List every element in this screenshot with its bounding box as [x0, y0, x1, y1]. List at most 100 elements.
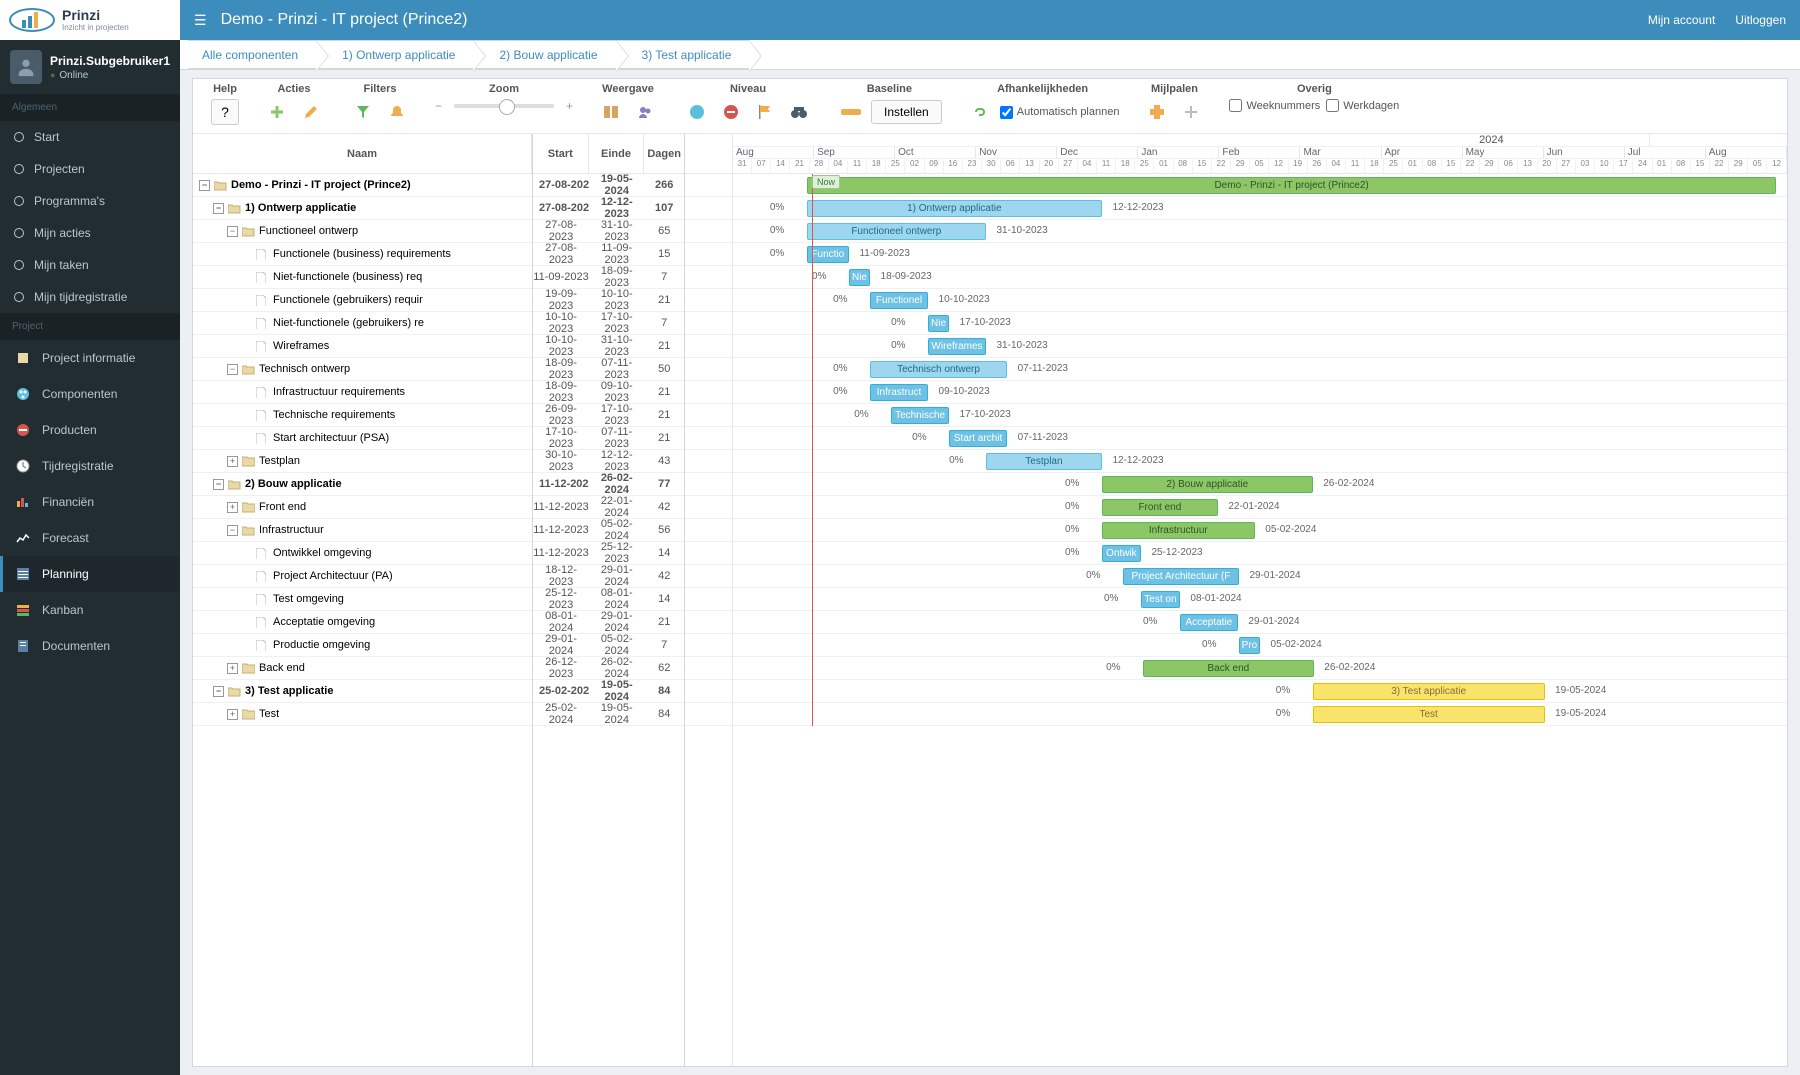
task-row[interactable]: −1) Ontwerp applicatie [193, 197, 532, 220]
expander-icon[interactable]: − [227, 364, 238, 375]
gantt-bar[interactable]: Functionel [870, 292, 928, 309]
filter-icon[interactable] [349, 99, 377, 125]
gantt-bar[interactable]: Test on [1141, 591, 1180, 608]
baseline-bar-icon[interactable] [837, 99, 865, 125]
task-row[interactable]: Ontwikkel omgeving [193, 542, 532, 565]
gantt-bar[interactable]: Test [1313, 706, 1545, 723]
gantt-bar[interactable]: 3) Test applicatie [1313, 683, 1545, 700]
task-row[interactable]: Acceptatie omgeving [193, 611, 532, 634]
baseline-instellen-button[interactable]: Instellen [871, 100, 942, 124]
gantt-bar[interactable]: Functio [807, 246, 849, 263]
level-binoculars-icon[interactable] [785, 99, 813, 125]
phase-tab[interactable]: 1) Ontwerp applicatie [316, 40, 473, 69]
milestone-add-icon[interactable] [1177, 99, 1205, 125]
gantt-bar[interactable]: Technisch ontwerp [870, 361, 1007, 378]
task-row[interactable]: Functionele (gebruikers) requir [193, 289, 532, 312]
task-row[interactable]: −Functioneel ontwerp [193, 220, 532, 243]
expander-icon[interactable]: + [227, 502, 238, 513]
nav-item[interactable]: Mijn tijdregistratie [0, 281, 180, 313]
nav-item[interactable]: Financiën [0, 484, 180, 520]
task-row[interactable]: Wireframes [193, 335, 532, 358]
nav-item[interactable]: Documenten [0, 628, 180, 664]
gantt-bar[interactable]: Demo - Prinzi - IT project (Prince2) [807, 177, 1777, 194]
gantt-bar[interactable]: Front end [1102, 499, 1218, 516]
nav-item[interactable]: Kanban [0, 592, 180, 628]
expander-icon[interactable]: − [213, 686, 224, 697]
nav-item[interactable]: Projecten [0, 153, 180, 185]
gantt-bar[interactable]: Ontwik [1102, 545, 1141, 562]
gantt-bar[interactable]: Back end [1143, 660, 1314, 677]
view-people-icon[interactable] [631, 99, 659, 125]
task-row[interactable]: −3) Test applicatie [193, 680, 532, 703]
gantt-bar[interactable]: Project Architectuur (F [1123, 568, 1239, 585]
gantt-bar[interactable]: Acceptatie [1180, 614, 1238, 631]
nav-item[interactable]: Componenten [0, 376, 180, 412]
gantt-bar[interactable]: Pro [1239, 637, 1260, 654]
add-icon[interactable] [263, 99, 291, 125]
level-flag-icon[interactable] [751, 99, 779, 125]
task-row[interactable]: Start architectuur (PSA) [193, 427, 532, 450]
nav-item[interactable]: Mijn taken [0, 249, 180, 281]
milestone-icon[interactable] [1143, 99, 1171, 125]
werkdagen-checkbox[interactable]: Werkdagen [1326, 99, 1399, 112]
nav-item[interactable]: Producten [0, 412, 180, 448]
gantt-timeline[interactable]: 2024 AugSepOctNovDecJanFebMarAprMayJunJu… [733, 134, 1787, 1066]
gantt-bar[interactable]: Testplan [986, 453, 1102, 470]
nav-item[interactable]: Start [0, 121, 180, 153]
gantt-bar[interactable]: 2) Bouw applicatie [1102, 476, 1313, 493]
nav-item[interactable]: Tijdregistratie [0, 448, 180, 484]
help-button[interactable]: ? [211, 99, 239, 125]
weeknummers-checkbox[interactable]: Weeknummers [1229, 99, 1320, 112]
task-row[interactable]: −Demo - Prinzi - IT project (Prince2) [193, 174, 532, 197]
task-row[interactable]: Niet-functionele (gebruikers) re [193, 312, 532, 335]
nav-item[interactable]: Forecast [0, 520, 180, 556]
expander-icon[interactable]: − [213, 203, 224, 214]
gantt-bar[interactable]: Start archit [949, 430, 1007, 447]
task-row[interactable]: +Testplan [193, 450, 532, 473]
gantt-bar[interactable]: Functioneel ontwerp [807, 223, 986, 240]
zoom-slider[interactable] [454, 104, 554, 108]
task-row[interactable]: Test omgeving [193, 588, 532, 611]
task-row[interactable]: Niet-functionele (business) req [193, 266, 532, 289]
expander-icon[interactable]: + [227, 456, 238, 467]
level-stop-icon[interactable] [717, 99, 745, 125]
task-row[interactable]: Productie omgeving [193, 634, 532, 657]
account-link[interactable]: Mijn account [1648, 13, 1715, 27]
expander-icon[interactable]: − [199, 180, 210, 191]
link-icon[interactable] [966, 99, 994, 125]
nav-item[interactable]: Planning [0, 556, 180, 592]
task-row[interactable]: Infrastructuur requirements [193, 381, 532, 404]
auto-plan-checkbox[interactable]: Automatisch plannen [1000, 106, 1120, 119]
task-row[interactable]: +Back end [193, 657, 532, 680]
expander-icon[interactable]: + [227, 663, 238, 674]
expander-icon[interactable]: − [227, 525, 238, 536]
logout-link[interactable]: Uitloggen [1735, 13, 1786, 27]
edit-icon[interactable] [297, 99, 325, 125]
phase-tab[interactable]: 3) Test applicatie [616, 40, 750, 69]
task-row[interactable]: Technische requirements [193, 404, 532, 427]
task-row[interactable]: +Front end [193, 496, 532, 519]
gantt-bar[interactable]: Wireframes [928, 338, 986, 355]
task-row[interactable]: Functionele (business) requirements [193, 243, 532, 266]
gantt-bar[interactable]: Nie [928, 315, 949, 332]
nav-item[interactable]: Programma's [0, 185, 180, 217]
gantt-bar[interactable]: Infrastructuur [1102, 522, 1255, 539]
nav-item[interactable]: Project informatie [0, 340, 180, 376]
level-globe-icon[interactable] [683, 99, 711, 125]
task-row[interactable]: −2) Bouw applicatie [193, 473, 532, 496]
expander-icon[interactable]: − [227, 226, 238, 237]
expander-icon[interactable]: + [227, 709, 238, 720]
view-book-icon[interactable] [597, 99, 625, 125]
task-row[interactable]: −Technisch ontwerp [193, 358, 532, 381]
phase-tab[interactable]: 2) Bouw applicatie [473, 40, 615, 69]
phase-tab[interactable]: Alle componenten [188, 40, 316, 69]
nav-item[interactable]: Mijn acties [0, 217, 180, 249]
expander-icon[interactable]: − [213, 479, 224, 490]
gantt-bar[interactable]: Nie [849, 269, 870, 286]
gantt-bar[interactable]: Technische [891, 407, 949, 424]
hamburger-icon[interactable]: ☰ [194, 12, 207, 29]
task-row[interactable]: Project Architectuur (PA) [193, 565, 532, 588]
bell-icon[interactable] [383, 99, 411, 125]
gantt-bar[interactable]: Infrastruct [870, 384, 928, 401]
task-row[interactable]: +Test [193, 703, 532, 726]
